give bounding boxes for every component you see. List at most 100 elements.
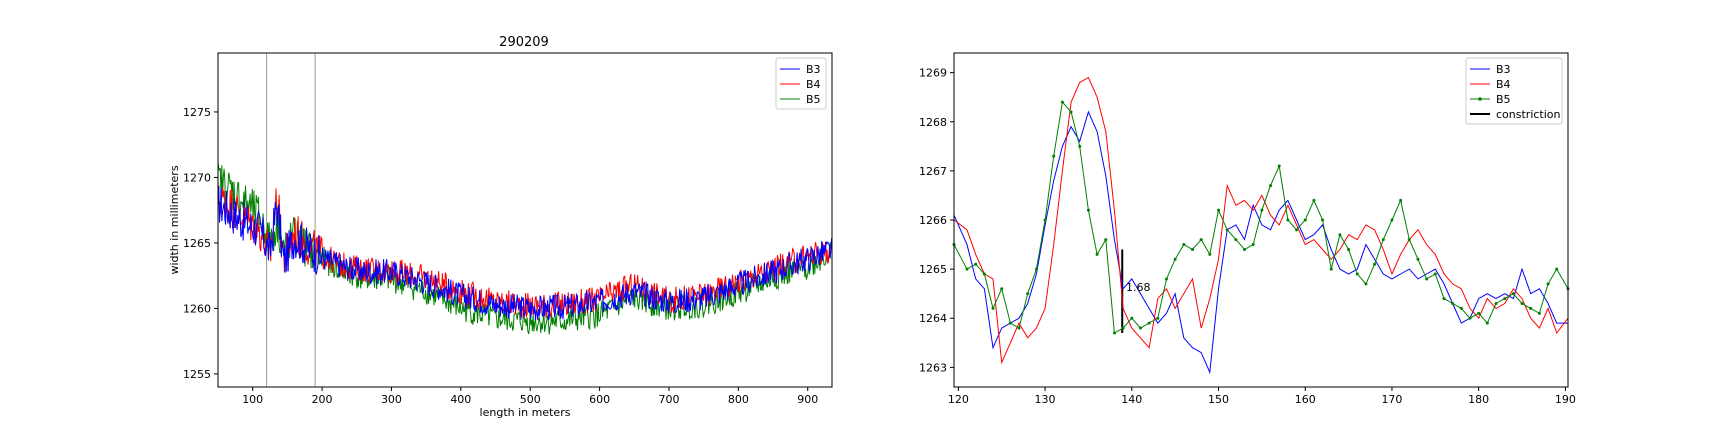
y-tick-label: 1265	[919, 263, 947, 276]
legend-marker-B5	[1478, 97, 1482, 101]
x-tick-label: 100	[242, 393, 263, 406]
left-y-axis: 1255 1260 1265 1270 1275	[183, 106, 218, 381]
data-point-B5	[1173, 257, 1177, 261]
data-point-B5	[1329, 267, 1333, 271]
x-tick-label: 140	[1121, 393, 1142, 406]
data-point-B5	[1321, 218, 1325, 222]
right-x-axis: 120 130 140 150 160 170 180 190	[948, 387, 1576, 406]
legend-label-constriction: constriction	[1496, 108, 1561, 121]
x-tick-label: 400	[450, 393, 471, 406]
data-point-B5	[1485, 321, 1489, 325]
left-plot-frame	[217, 52, 833, 388]
y-tick-label: 1270	[183, 171, 211, 184]
left-plot-area	[218, 53, 832, 387]
data-point-B5	[1520, 302, 1524, 305]
data-point-B5	[1225, 228, 1229, 232]
x-tick-label: 900	[797, 393, 818, 406]
left-legend: B3 B4 B5	[775, 57, 827, 110]
y-tick-label: 1268	[919, 116, 947, 129]
data-point-B5	[1555, 267, 1559, 271]
y-tick-label: 1275	[183, 106, 211, 119]
data-point-B5	[1112, 331, 1116, 335]
data-point-B5	[1503, 297, 1507, 301]
data-point-B5	[1026, 292, 1030, 296]
data-point-B5	[1364, 282, 1368, 286]
x-tick-label: 200	[312, 393, 333, 406]
data-point-B5	[1373, 262, 1377, 266]
series-line-B4	[953, 76, 1569, 365]
data-point-B5	[1381, 238, 1385, 242]
series-line-B3	[217, 185, 833, 322]
data-point-B5	[1425, 277, 1429, 281]
x-tick-label: 130	[1035, 393, 1056, 406]
x-tick-label: 120	[948, 393, 969, 406]
legend-label-B3: B3	[806, 63, 821, 76]
legend-box	[1465, 57, 1563, 125]
legend-label-B3: B3	[1496, 63, 1511, 76]
data-point-B5	[1451, 302, 1455, 305]
data-point-B5	[1052, 154, 1056, 158]
x-tick-label: 500	[520, 393, 541, 406]
data-point-B5	[1347, 247, 1351, 251]
data-point-B5	[1416, 257, 1420, 261]
data-point-B5	[1078, 144, 1082, 148]
y-tick-label: 1265	[183, 237, 211, 250]
data-point-B5	[1537, 311, 1541, 315]
x-tick-label: 180	[1468, 393, 1489, 406]
constriction-annotation: 1.68	[1126, 281, 1151, 294]
data-point-B5	[1199, 238, 1203, 242]
data-point-B5	[1459, 306, 1463, 310]
data-point-B5	[1121, 326, 1125, 330]
data-point-B5	[1468, 316, 1472, 320]
left-chart-title: 290209	[499, 35, 549, 50]
data-point-B5	[1546, 282, 1550, 286]
data-point-B5	[1338, 233, 1342, 237]
legend-label-B4: B4	[806, 78, 821, 91]
legend-label-B5: B5	[1496, 93, 1511, 106]
data-point-B5	[1156, 316, 1160, 320]
legend-label-B5: B5	[806, 93, 821, 106]
data-point-B5	[965, 267, 969, 271]
data-point-B5	[1260, 208, 1264, 212]
data-point-B5	[1269, 184, 1273, 188]
data-point-B5	[1182, 243, 1186, 247]
legend-box	[775, 57, 827, 110]
data-point-B5	[1312, 198, 1316, 202]
data-point-B5	[1000, 287, 1004, 291]
y-tick-label: 1269	[919, 67, 947, 80]
data-point-B5	[1138, 326, 1142, 330]
y-tick-label: 1260	[183, 302, 211, 315]
data-point-B5	[1130, 316, 1134, 320]
data-point-B5	[1399, 198, 1403, 202]
data-point-B5	[1147, 321, 1151, 325]
data-point-B5	[1390, 218, 1394, 222]
data-point-B5	[1017, 326, 1021, 330]
x-tick-label: 600	[589, 393, 610, 406]
y-tick-label: 1264	[919, 312, 947, 325]
data-point-B5	[1217, 208, 1221, 212]
data-point-B5	[1208, 252, 1212, 256]
data-point-B5	[982, 272, 986, 276]
data-point-B5	[1095, 252, 1099, 256]
y-tick-label: 1255	[183, 368, 211, 381]
data-point-B5	[1407, 238, 1411, 242]
x-tick-label: 300	[381, 393, 402, 406]
data-point-B5	[1008, 321, 1012, 325]
data-point-B5	[1303, 218, 1307, 222]
left-chart: 290209 100 200 300 400 500 600 700 800 900 12551…	[168, 35, 833, 419]
data-point-B5	[1529, 306, 1533, 310]
left-x-axis: 100 200 300 400 500 600 700 800 900	[242, 387, 818, 406]
data-point-B5	[1494, 302, 1498, 305]
left-y-axis-label: width in millimeters	[168, 165, 181, 274]
data-point-B5	[1086, 208, 1090, 212]
data-point-B5	[1277, 164, 1281, 168]
y-tick-label: 1266	[919, 214, 947, 227]
left-series-group	[217, 161, 833, 335]
data-point-B5	[991, 306, 995, 310]
x-tick-label: 700	[658, 393, 679, 406]
left-reference-lines	[266, 53, 316, 387]
x-tick-label: 800	[728, 393, 749, 406]
data-point-B5	[1234, 238, 1238, 242]
data-point-B5	[974, 262, 978, 266]
